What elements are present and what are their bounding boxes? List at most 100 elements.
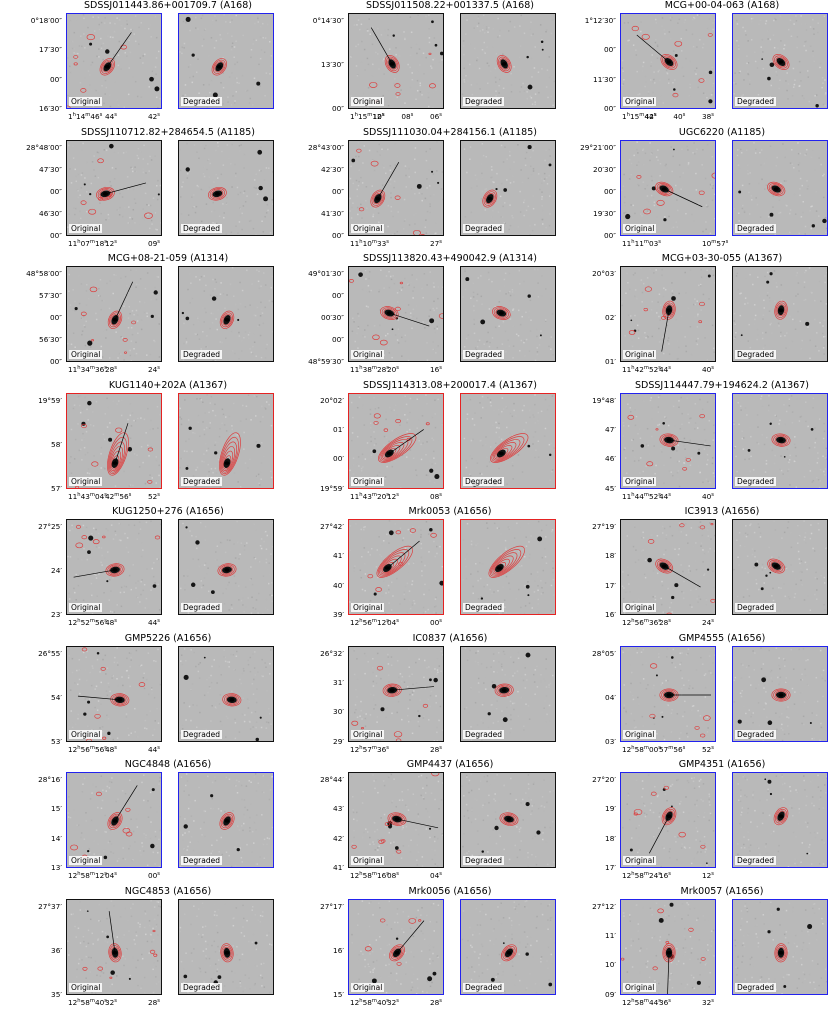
x-tick-label: 24s: [702, 618, 714, 627]
original-label: Original: [69, 476, 103, 486]
degraded-panel: Degraded: [178, 266, 274, 362]
y-tick-label: 41′30″: [321, 208, 344, 218]
galaxy-title: SDSSJ114313.08+200017.4 (A1367): [363, 379, 537, 391]
original-panel: Original: [620, 772, 716, 868]
original-image: [621, 140, 715, 235]
y-tick-label: 17′30″: [39, 45, 62, 55]
original-image: [67, 267, 161, 361]
y-tick-label: 00′: [333, 454, 344, 464]
degraded-image: [179, 646, 273, 741]
original-image: [67, 773, 161, 867]
degraded-label: Degraded: [463, 603, 504, 612]
degraded-panel: Degraded: [178, 13, 274, 109]
original-panel: Original: [348, 519, 444, 615]
original-label: Original: [623, 856, 657, 865]
galaxy-title: UGC6220 (A1185): [678, 126, 766, 138]
y-tick-label: 47′30″: [39, 164, 62, 174]
y-tick-label: 26°32′: [320, 648, 344, 658]
x-tick-label: 52s: [148, 491, 160, 501]
galaxy-cell: GMP4437 (A1656) Original Degraded 28°44′ 43′…: [282, 759, 559, 885]
original-label: Original: [351, 982, 385, 992]
galaxy-title: SDSSJ110712.82+284654.5 (A1185): [81, 126, 255, 138]
degraded-label: Degraded: [181, 97, 222, 106]
x-tick-label: 12h58m16s: [350, 871, 389, 880]
y-tick-label: 00″: [331, 335, 344, 344]
x-tick-label: 11h07m18s: [68, 238, 107, 248]
galaxy-title: Mrk0057 (A1656): [680, 885, 764, 897]
y-tick-label: 43′: [333, 804, 344, 814]
degraded-label: Degraded: [463, 856, 504, 865]
original-panel: Original: [348, 139, 444, 236]
x-tick-label: 12h58m12s: [68, 871, 107, 880]
original-label: Original: [69, 350, 103, 359]
x-tick-label: 11h11m03s: [622, 238, 661, 248]
degraded-panel: Degraded: [732, 519, 828, 615]
original-panel: Original: [348, 645, 444, 742]
original-label: Original: [69, 223, 103, 233]
galaxy-title: GMP5226 (A1656): [124, 632, 212, 644]
x-tick-label: 11h34m36s: [68, 365, 107, 374]
original-label: Original: [623, 476, 657, 486]
galaxy-cell: Mrk0053 (A1656) Original Degraded 27°42′ 41′…: [282, 506, 559, 632]
x-tick-label: 04s: [387, 618, 399, 627]
x-tick-label: 32s: [105, 997, 117, 1007]
y-tick-label: 20°02′: [320, 395, 344, 405]
y-tick-label: 24′: [51, 566, 62, 575]
degraded-panel: Degraded: [460, 392, 556, 489]
y-tick-label: 26°55′: [38, 648, 62, 658]
y-tick-label: 00″: [331, 230, 344, 240]
x-tick-label: 48s: [105, 744, 117, 754]
degraded-image: [733, 14, 827, 108]
y-tick-label: 46′30″: [39, 208, 62, 218]
x-tick-label: 40s: [673, 112, 686, 121]
degraded-panel: Degraded: [732, 139, 828, 236]
galaxy-title: MCG+03-30-055 (A1367): [661, 253, 783, 264]
y-tick-label: 48°58′00″: [26, 269, 62, 278]
x-tick-label: 20s: [387, 365, 399, 374]
degraded-label: Degraded: [181, 856, 222, 865]
y-tick-label: 46′: [605, 454, 616, 464]
y-tick-label: 39′: [333, 610, 344, 619]
degraded-panel: Degraded: [178, 772, 274, 868]
x-tick-label: 12h56m36s: [622, 618, 661, 627]
y-tick-label: 18′: [605, 833, 616, 843]
y-tick-label: 19°59′: [320, 483, 344, 493]
original-label: Original: [623, 603, 657, 612]
y-tick-label: 35′: [51, 989, 62, 999]
degraded-image: [733, 140, 827, 235]
degraded-panel: Degraded: [460, 266, 556, 362]
degraded-panel: Degraded: [732, 13, 828, 109]
galaxy-cell: MCG+08-21-059 (A1314) Original Degraded 48°…: [0, 253, 277, 379]
degraded-label: Degraded: [181, 476, 222, 486]
degraded-panel: Degraded: [460, 898, 556, 995]
x-tick-label: 08s: [430, 491, 442, 501]
x-tick-label: 12h56m56s: [68, 744, 107, 754]
galaxy-cell: MCG+00-04-063 (A168) Original Degraded 1°12…: [554, 0, 831, 126]
degraded-panel: Degraded: [178, 645, 274, 742]
y-tick-label: 41′: [333, 863, 344, 872]
original-label: Original: [623, 982, 657, 992]
original-image: [67, 899, 161, 994]
galaxy-title: GMP4351 (A1656): [678, 759, 766, 770]
degraded-label: Degraded: [735, 97, 776, 106]
galaxy-title: IC0837 (A1656): [412, 632, 488, 644]
original-label: Original: [623, 350, 657, 359]
x-tick-label: 28s: [148, 997, 160, 1007]
y-tick-label: 27°37′: [38, 901, 62, 911]
y-tick-label: 00″: [603, 104, 616, 113]
x-tick-label: 12h58m24s: [622, 871, 661, 880]
original-image: [67, 393, 161, 488]
y-tick-label: 17′: [605, 863, 616, 872]
original-label: Original: [69, 982, 103, 992]
galaxy-title: Mrk0056 (A1656): [408, 885, 492, 897]
galaxy-cell: KUG1140+202A (A1367) Original Degraded 19°5…: [0, 380, 277, 506]
y-tick-label: 00″: [603, 45, 616, 55]
original-image: [349, 140, 443, 235]
degraded-label: Degraded: [463, 223, 504, 233]
x-tick-label: 32s: [702, 997, 714, 1007]
y-tick-label: 47′: [605, 424, 616, 434]
degraded-panel: Degraded: [732, 266, 828, 362]
degraded-panel: Degraded: [178, 139, 274, 236]
degraded-label: Degraded: [463, 97, 504, 106]
